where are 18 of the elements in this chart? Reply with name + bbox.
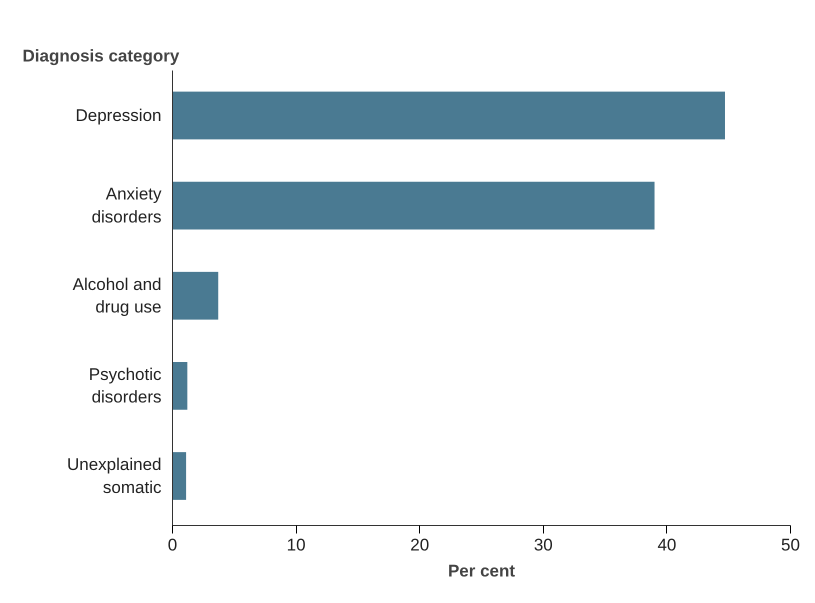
x-tick-label: 30	[534, 536, 553, 554]
y-tick-label: Unexplained somatic	[66, 455, 162, 497]
x-tick-label: 40	[657, 536, 676, 554]
x-axis-title: Per cent	[448, 562, 516, 580]
bar	[172, 362, 188, 410]
x-tick-label: 20	[410, 536, 430, 554]
y-tick-label: Depression	[76, 106, 162, 126]
chart-title: Diagnosis category	[22, 46, 180, 66]
bar	[172, 182, 655, 230]
x-tick-label: 50	[781, 536, 800, 554]
y-tick-label: Psychotic disorders	[88, 364, 162, 407]
bar	[172, 92, 725, 140]
y-tick-label: Anxiety disorders	[92, 184, 162, 227]
bar	[172, 272, 218, 320]
bar	[172, 452, 186, 500]
x-tick-label: 10	[286, 536, 306, 554]
x-tick-label: 0	[168, 536, 178, 554]
y-tick-label: Alcohol and drug use	[72, 274, 162, 317]
